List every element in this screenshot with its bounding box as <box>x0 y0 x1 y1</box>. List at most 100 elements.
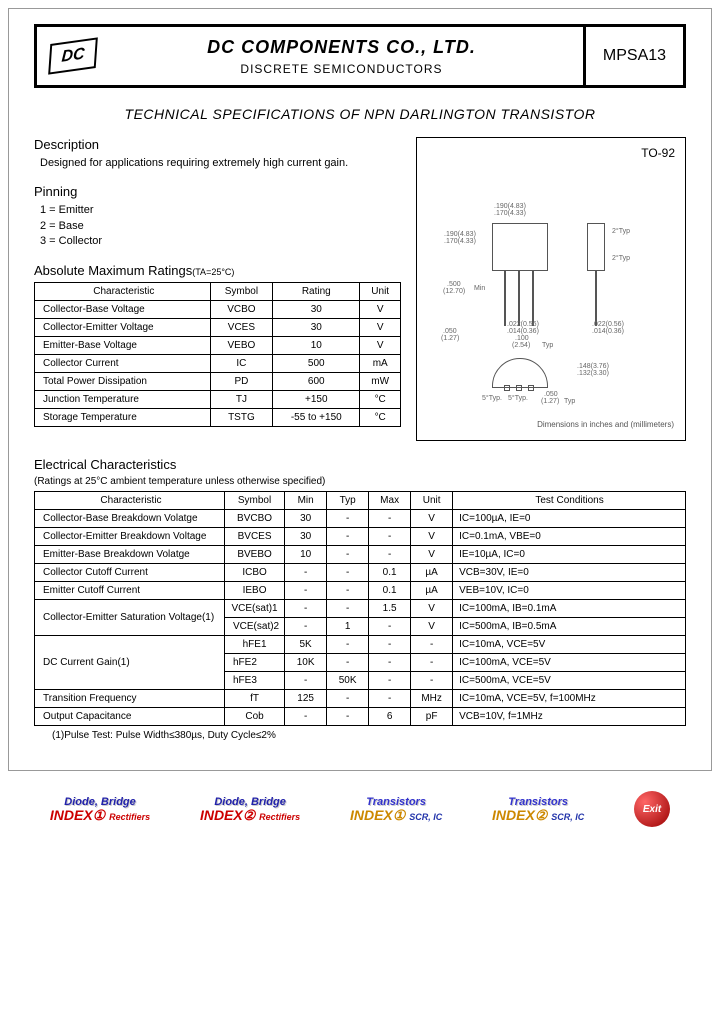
table-cell: IEBO <box>225 582 285 600</box>
ratings-table: Characteristic Symbol Rating Unit Collec… <box>34 282 401 427</box>
table-cell: TJ <box>210 391 273 409</box>
table-cell: - <box>285 600 327 618</box>
table-cell: IC=500mA, IB=0.5mA <box>453 618 686 636</box>
table-cell: Transition Frequency <box>35 690 225 708</box>
table-cell: pF <box>411 708 453 726</box>
table-row: Collector-Base VoltageVCBO30V <box>35 301 401 319</box>
pin-3: 3 = Collector <box>40 234 401 249</box>
table-cell: V <box>411 546 453 564</box>
col-conditions: Test Conditions <box>453 492 686 510</box>
dim-label: .190(4.83) <box>494 203 526 210</box>
table-cell: - <box>327 582 369 600</box>
table-cell: V <box>360 337 401 355</box>
table-cell: - <box>327 510 369 528</box>
table-cell: - <box>327 654 369 672</box>
col-unit: Unit <box>411 492 453 510</box>
table-cell: 10 <box>273 337 360 355</box>
table-cell: VCBO <box>210 301 273 319</box>
pin-1: 1 = Emitter <box>40 203 401 218</box>
index-diode-1-button[interactable]: Diode, Bridge INDEX① Rectifiers <box>50 796 150 823</box>
table-cell: PD <box>210 373 273 391</box>
dim-label: .022(0.56) <box>592 321 624 328</box>
package-side-outline <box>587 223 605 271</box>
table-row: Transition FrequencyfT125--MHzIC=10mA, V… <box>35 690 686 708</box>
index-transistor-1-button[interactable]: Transistors INDEX① SCR, IC <box>350 796 442 823</box>
index-transistor-2-button[interactable]: Transistors INDEX② SCR, IC <box>492 796 584 823</box>
package-bot-lead <box>504 385 510 391</box>
table-cell: - <box>285 564 327 582</box>
table-cell: - <box>285 672 327 690</box>
table-cell: VCE(sat)1 <box>225 600 285 618</box>
table-cell: - <box>369 510 411 528</box>
table-row: Collector Cutoff CurrentICBO--0.1µAVCB=3… <box>35 564 686 582</box>
table-cell: V <box>411 510 453 528</box>
dim-label: 2°Typ <box>612 228 630 235</box>
table-cell: hFE3 <box>225 672 285 690</box>
package-side-lead <box>595 271 597 326</box>
table-cell: - <box>411 654 453 672</box>
table-cell: IC=100µA, IE=0 <box>453 510 686 528</box>
table-cell: mW <box>360 373 401 391</box>
table-row: Emitter Cutoff CurrentIEBO--0.1µAVEB=10V… <box>35 582 686 600</box>
table-cell: BVCBO <box>225 510 285 528</box>
table-cell: hFE1 <box>225 636 285 654</box>
package-lead <box>504 271 506 326</box>
table-cell: 6 <box>369 708 411 726</box>
table-cell: Collector-Base Voltage <box>35 301 211 319</box>
table-cell: TSTG <box>210 409 273 427</box>
table-cell: V <box>411 618 453 636</box>
table-cell: Output Capacitance <box>35 708 225 726</box>
table-cell: - <box>369 528 411 546</box>
table-cell: VCB=30V, IE=0 <box>453 564 686 582</box>
dim-label: (2.54) <box>512 342 530 349</box>
electrical-cond: (Ratings at 25°C ambient temperature unl… <box>34 476 325 487</box>
table-cell: DC Current Gain(1) <box>35 636 225 690</box>
table-row: Collector-Emitter Saturation Voltage(1)V… <box>35 600 686 618</box>
electrical-heading: Electrical Characteristics (Ratings at 2… <box>34 457 686 487</box>
table-cell: - <box>369 636 411 654</box>
table-cell: Collector-Emitter Breakdown Voltage <box>35 528 225 546</box>
footer-btn-line2: INDEX① SCR, IC <box>350 808 442 823</box>
table-cell: Collector Current <box>35 355 211 373</box>
electrical-heading-text: Electrical Characteristics <box>34 457 176 472</box>
footer-btn-line2: INDEX① Rectifiers <box>50 808 150 823</box>
table-cell: VEBO <box>210 337 273 355</box>
table-cell: °C <box>360 409 401 427</box>
table-row: Emitter-Base VoltageVEBO10V <box>35 337 401 355</box>
dim-label: Typ <box>564 398 575 405</box>
table-cell: 0.1 <box>369 564 411 582</box>
dim-label: .190(4.83) <box>444 231 476 238</box>
table-cell: Junction Temperature <box>35 391 211 409</box>
table-cell: IC=10mA, VCE=5V, f=100MHz <box>453 690 686 708</box>
table-cell: VCB=10V, f=1MHz <box>453 708 686 726</box>
table-cell: 600 <box>273 373 360 391</box>
description-text: Designed for applications requiring extr… <box>40 156 401 170</box>
table-cell: - <box>285 618 327 636</box>
table-cell: -55 to +150 <box>273 409 360 427</box>
table-cell: IC=500mA, VCE=5V <box>453 672 686 690</box>
dim-label: (1.27) <box>541 398 559 405</box>
table-cell: Collector-Emitter Voltage <box>35 319 211 337</box>
dim-label: .148(3.76) <box>577 363 609 370</box>
table-cell: 30 <box>273 319 360 337</box>
table-cell: - <box>327 546 369 564</box>
dim-label: 5°Typ. <box>482 395 502 402</box>
table-cell: - <box>327 690 369 708</box>
table-cell: 30 <box>273 301 360 319</box>
dim-label: Typ <box>542 342 553 349</box>
index-diode-2-button[interactable]: Diode, Bridge INDEX② Rectifiers <box>200 796 300 823</box>
col-unit: Unit <box>360 283 401 301</box>
table-cell: V <box>360 319 401 337</box>
table-cell: Collector Cutoff Current <box>35 564 225 582</box>
electrical-footnote: (1)Pulse Test: Pulse Width≤380µs, Duty C… <box>52 730 686 741</box>
dim-label: .132(3.30) <box>577 370 609 377</box>
dim-label: Min <box>474 285 485 292</box>
dim-label: 5°Typ. <box>508 395 528 402</box>
package-lead <box>532 271 534 326</box>
table-cell: - <box>411 636 453 654</box>
package-sketch: .190(4.83) .170(4.33) .190(4.83) .170(4.… <box>452 173 650 403</box>
footer-nav: Diode, Bridge INDEX① Rectifiers Diode, B… <box>0 779 720 839</box>
company-name: DC COMPONENTS CO., LTD. <box>112 37 571 58</box>
col-symbol: Symbol <box>225 492 285 510</box>
exit-button[interactable]: Exit <box>634 791 670 827</box>
